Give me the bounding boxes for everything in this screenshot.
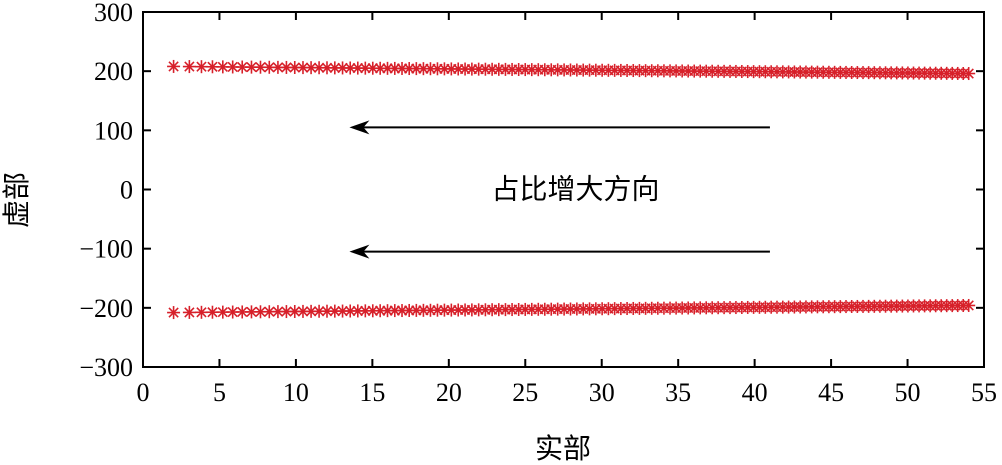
x-tick-label: 50 [895,378,921,407]
x-tick-label: 30 [589,378,615,407]
x-tick-label: 5 [213,378,226,407]
x-tick-label: 55 [971,378,997,407]
x-tick-label: 25 [512,378,538,407]
direction-arrow [349,244,770,259]
data-point [351,304,365,318]
y-tick-label: −300 [79,353,133,382]
data-point [962,298,976,312]
y-tick-label: −200 [79,294,133,323]
data-point [182,60,196,74]
x-tick-label: 35 [665,378,691,407]
data-point [226,60,240,74]
y-tick-label: 0 [120,176,133,205]
data-point [167,59,181,73]
axes: 0 5 10 15 20 25 30 35 40 45 50 55 300 200 100 0 −100 −200… [79,0,997,407]
x-tick-label: 0 [137,378,150,407]
y-tick-label: 300 [94,0,133,27]
series-1 [167,298,976,320]
data-point [194,305,208,319]
data-point [320,304,334,318]
data-point [328,304,342,318]
direction-arrow [349,120,770,135]
x-tick-label: 20 [436,378,462,407]
data-point [343,304,357,318]
y-tick-label: −100 [79,235,133,264]
data-point [167,306,181,320]
data-point [288,61,302,75]
x-tick-label: 40 [742,378,768,407]
x-tick-label: 10 [283,378,309,407]
plot-area [167,59,976,320]
y-tick-label: 200 [94,57,133,86]
y-tick-label: 100 [94,116,133,145]
series-0 [167,59,976,81]
annotation-direction: 占比增大方向 [491,173,659,206]
x-axis-title: 实部 [535,432,591,465]
x-tick-label: 15 [359,378,385,407]
x-tick-label: 45 [818,378,844,407]
data-point [962,67,976,81]
data-point [194,60,208,74]
y-axis-title: 虚部 [0,172,33,228]
data-point [182,305,196,319]
data-point [226,305,240,319]
